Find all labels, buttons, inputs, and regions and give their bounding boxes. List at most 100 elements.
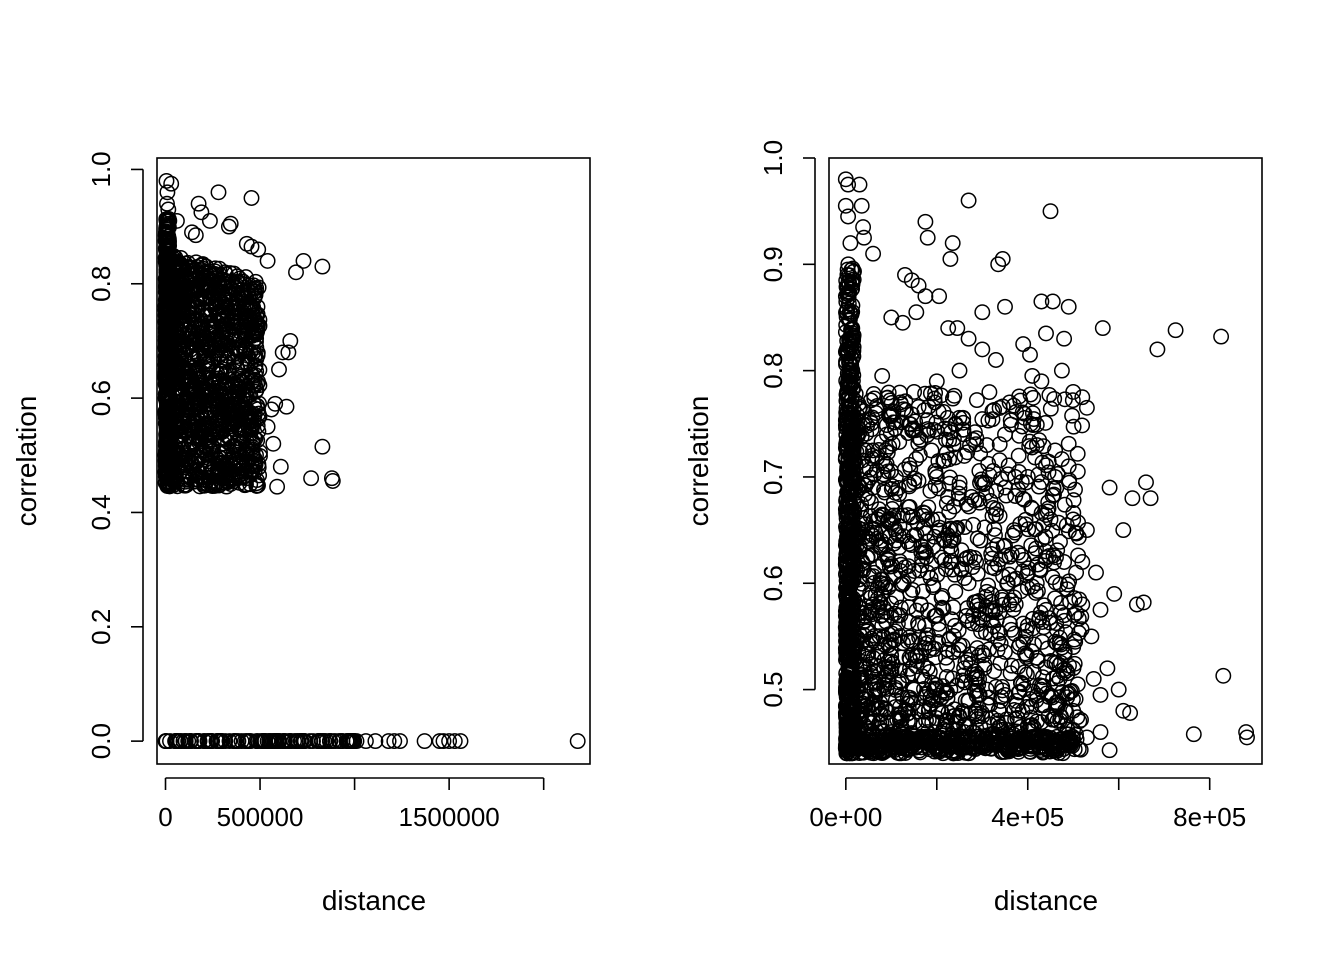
data-point: [1015, 336, 1032, 353]
dense-point: [159, 211, 176, 228]
dense-point: [160, 262, 177, 279]
left-plot-frame: [156, 157, 591, 765]
dense-point: [221, 404, 237, 420]
data-point: [840, 176, 857, 193]
data-point: [917, 213, 934, 230]
dense-point: [177, 390, 194, 407]
dense-point: [159, 426, 176, 443]
x-tick-label: 4e+05: [991, 802, 1064, 832]
x-tick-label: 1500000: [399, 802, 500, 832]
dense-point: [160, 413, 177, 430]
dense-point: [981, 384, 998, 401]
data-point: [1149, 341, 1166, 358]
data-point: [243, 190, 260, 206]
dense-point: [224, 327, 241, 344]
data-point: [272, 458, 289, 475]
dense-point: [207, 300, 224, 317]
dense-point: [160, 356, 177, 373]
data-point: [1044, 293, 1061, 310]
dense-point: [158, 256, 175, 273]
y-tick-label: 1.0: [758, 140, 788, 176]
data-point: [906, 383, 923, 400]
data-point: [931, 288, 948, 305]
data-point: [883, 309, 900, 326]
data-point: [190, 195, 207, 212]
left-y-axis-title: correlation: [11, 396, 42, 527]
data-point: [1024, 500, 1041, 517]
data-point: [951, 362, 968, 379]
dense-point: [231, 409, 248, 425]
dense-point: [158, 250, 175, 266]
data-point: [569, 733, 586, 750]
data-point: [303, 470, 320, 487]
dense-point: [197, 348, 213, 365]
left-x-axis-title: distance: [322, 885, 426, 916]
data-point: [960, 192, 977, 209]
data-point: [1053, 362, 1070, 379]
dense-point: [224, 450, 241, 467]
dense-point: [159, 369, 176, 386]
data-point: [853, 197, 870, 214]
dense-point: [195, 331, 212, 348]
data-point: [1056, 554, 1073, 570]
y-tick-label: 0.6: [758, 565, 788, 601]
y-tick-label: 0.8: [758, 353, 788, 389]
data-point: [1022, 346, 1038, 363]
dense-point: [246, 456, 263, 473]
dense-point: [251, 467, 268, 484]
dense-point: [158, 390, 175, 407]
y-tick-label: 0.9: [758, 246, 788, 282]
dense-point: [251, 408, 268, 425]
dense-point: [1046, 390, 1063, 407]
dense-point: [193, 280, 210, 297]
data-point: [1038, 325, 1054, 342]
dense-point: [211, 260, 228, 277]
dense-point: [245, 344, 262, 361]
data-point: [974, 341, 991, 358]
dense-point: [157, 361, 174, 378]
dense-point: [237, 339, 254, 356]
dense-point: [224, 318, 241, 335]
dense-point: [215, 407, 232, 424]
dense-point: [192, 405, 209, 422]
dense-point: [250, 317, 266, 334]
dense-point: [196, 422, 213, 439]
dense-point: [211, 393, 228, 410]
data-point: [288, 264, 304, 281]
dense-point: [160, 314, 177, 331]
data-point: [865, 245, 882, 262]
dense-point: [968, 392, 985, 409]
dense-point: [213, 365, 229, 382]
data-point: [974, 304, 991, 321]
dense-point: [213, 329, 230, 346]
dense-point: [1069, 445, 1086, 462]
data-point: [1083, 628, 1100, 645]
data-point: [856, 229, 872, 246]
dense-point: [187, 452, 203, 469]
dense-point: [206, 331, 223, 348]
dense-point: [157, 313, 174, 330]
data-point: [1094, 320, 1111, 337]
dense-point: [159, 323, 176, 340]
data-point: [917, 288, 934, 305]
dense-point: [208, 383, 225, 400]
dense-point: [249, 323, 266, 340]
x-tick-label: 0: [158, 802, 172, 832]
dense-point: [214, 381, 231, 398]
data-point: [1092, 724, 1109, 741]
dense-point: [232, 317, 249, 334]
data-point: [894, 314, 911, 331]
dense-point: [159, 301, 176, 318]
dense-point: [194, 396, 210, 413]
dense-point: [190, 320, 207, 337]
data-point: [1142, 490, 1159, 507]
left-axes: 0 500000 1500000 0.0 0.2 0.4 0.6 0.8 1.0: [86, 151, 545, 832]
data-point: [1110, 681, 1127, 698]
y-tick-label: 0.0: [86, 723, 116, 759]
data-point: [908, 304, 925, 321]
data-point: [874, 367, 891, 384]
dense-point: [159, 477, 176, 494]
y-tick-label: 0.4: [86, 494, 116, 530]
y-tick-label: 1.0: [86, 151, 116, 187]
dense-point: [246, 290, 263, 307]
